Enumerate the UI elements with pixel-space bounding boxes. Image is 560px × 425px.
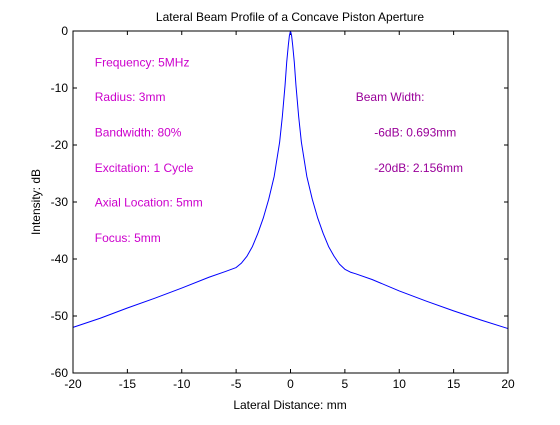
plot-area [73,31,508,373]
annotation-text: Frequency: 5MHz [95,55,190,69]
x-tick-label: 10 [393,377,407,391]
annotation-text: Radius: 3mm [95,90,166,104]
y-tick-label: -50 [51,309,69,323]
y-tick-label: -20 [51,138,69,152]
y-tick-label: -60 [51,366,69,380]
x-tick-label: 0 [287,377,294,391]
annotation-text: Axial Location: 5mm [95,196,203,210]
x-tick-label: 5 [342,377,349,391]
y-tick-label: -30 [51,195,69,209]
axes-box [72,30,509,374]
x-tick-label: 15 [447,377,461,391]
y-axis-label: Intensity: dB [29,169,43,235]
y-tick-label: -40 [51,252,69,266]
y-tick-label: -10 [51,81,69,95]
annotation-text: Excitation: 1 Cycle [95,161,194,175]
x-tick-label: -5 [231,377,242,391]
axis-ticks: -20 -15 -10 -5 0 5 10 15 200-10-20-30-40-50-60 [51,24,515,391]
x-axis-label: Lateral Distance: mm [233,398,346,412]
annotation-text: Beam Width: [356,90,425,104]
annotations: Frequency: 5MHz Radius: 3mm Bandwidth: 80%… [95,55,463,245]
chart-title: Lateral Beam Profile of a Concave Piston… [156,10,424,24]
x-tick-label: 20 [501,377,515,391]
x-tick-label: -15 [119,377,137,391]
y-tick-label: 0 [61,24,68,38]
x-tick-label: -20 [64,377,82,391]
annotation-text: Focus: 5mm [95,231,161,245]
annotation-text: Bandwidth: 80% [95,125,182,139]
series-layer [72,30,509,330]
x-tick-label: -10 [173,377,191,391]
annotation-text: -6dB: 0.693mm [374,125,456,139]
series-line-0 [72,30,509,330]
annotation-text: -20dB: 2.156mm [374,161,463,175]
